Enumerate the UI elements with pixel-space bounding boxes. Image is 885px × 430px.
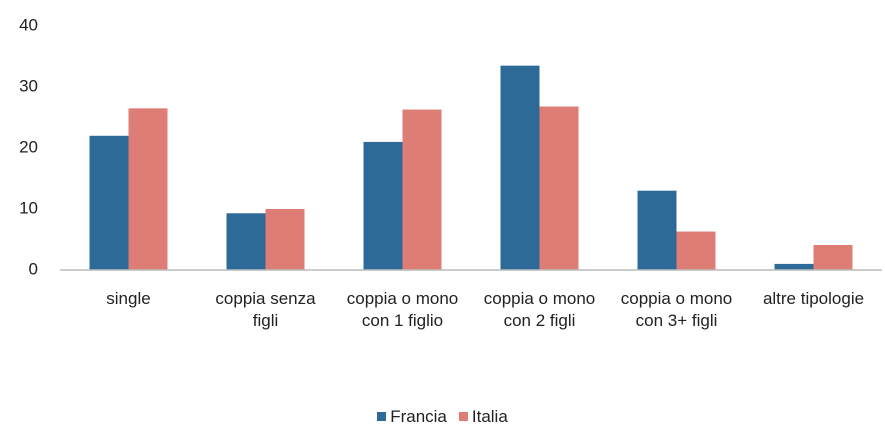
y-tick-label: 20 xyxy=(19,137,38,156)
bar xyxy=(265,209,305,270)
bar xyxy=(676,231,716,270)
bar xyxy=(500,65,540,271)
bar xyxy=(89,135,129,270)
legend-entry: Italia xyxy=(458,407,508,427)
legend-swatch xyxy=(458,412,468,421)
bar xyxy=(363,141,403,270)
x-tick-label: coppia o mono con 3+ figli xyxy=(620,289,733,330)
bar xyxy=(539,106,579,271)
x-tick-label: single xyxy=(106,289,151,308)
bar xyxy=(774,263,814,270)
legend-label: Francia xyxy=(390,407,447,426)
x-tick-label: coppia senza figli xyxy=(215,289,316,330)
bar xyxy=(402,109,442,270)
y-tick-label: 0 xyxy=(29,259,38,278)
x-tick-label: altre tipologie xyxy=(762,289,865,308)
legend-entry: Francia xyxy=(377,407,447,427)
y-tick-label: 10 xyxy=(19,198,38,217)
legend: Francia Italia xyxy=(0,407,885,427)
x-tick-label: coppia o mono con 1 figlio xyxy=(346,289,459,330)
y-tick-label: 40 xyxy=(19,15,38,34)
y-tick-label: 30 xyxy=(19,76,38,95)
legend-label: Italia xyxy=(471,407,508,426)
legend-swatch xyxy=(377,412,387,421)
x-tick-label: coppia o mono con 2 figli xyxy=(483,289,596,330)
bar xyxy=(813,244,853,270)
bar xyxy=(128,108,168,270)
bar xyxy=(226,213,266,270)
bar xyxy=(637,190,677,270)
